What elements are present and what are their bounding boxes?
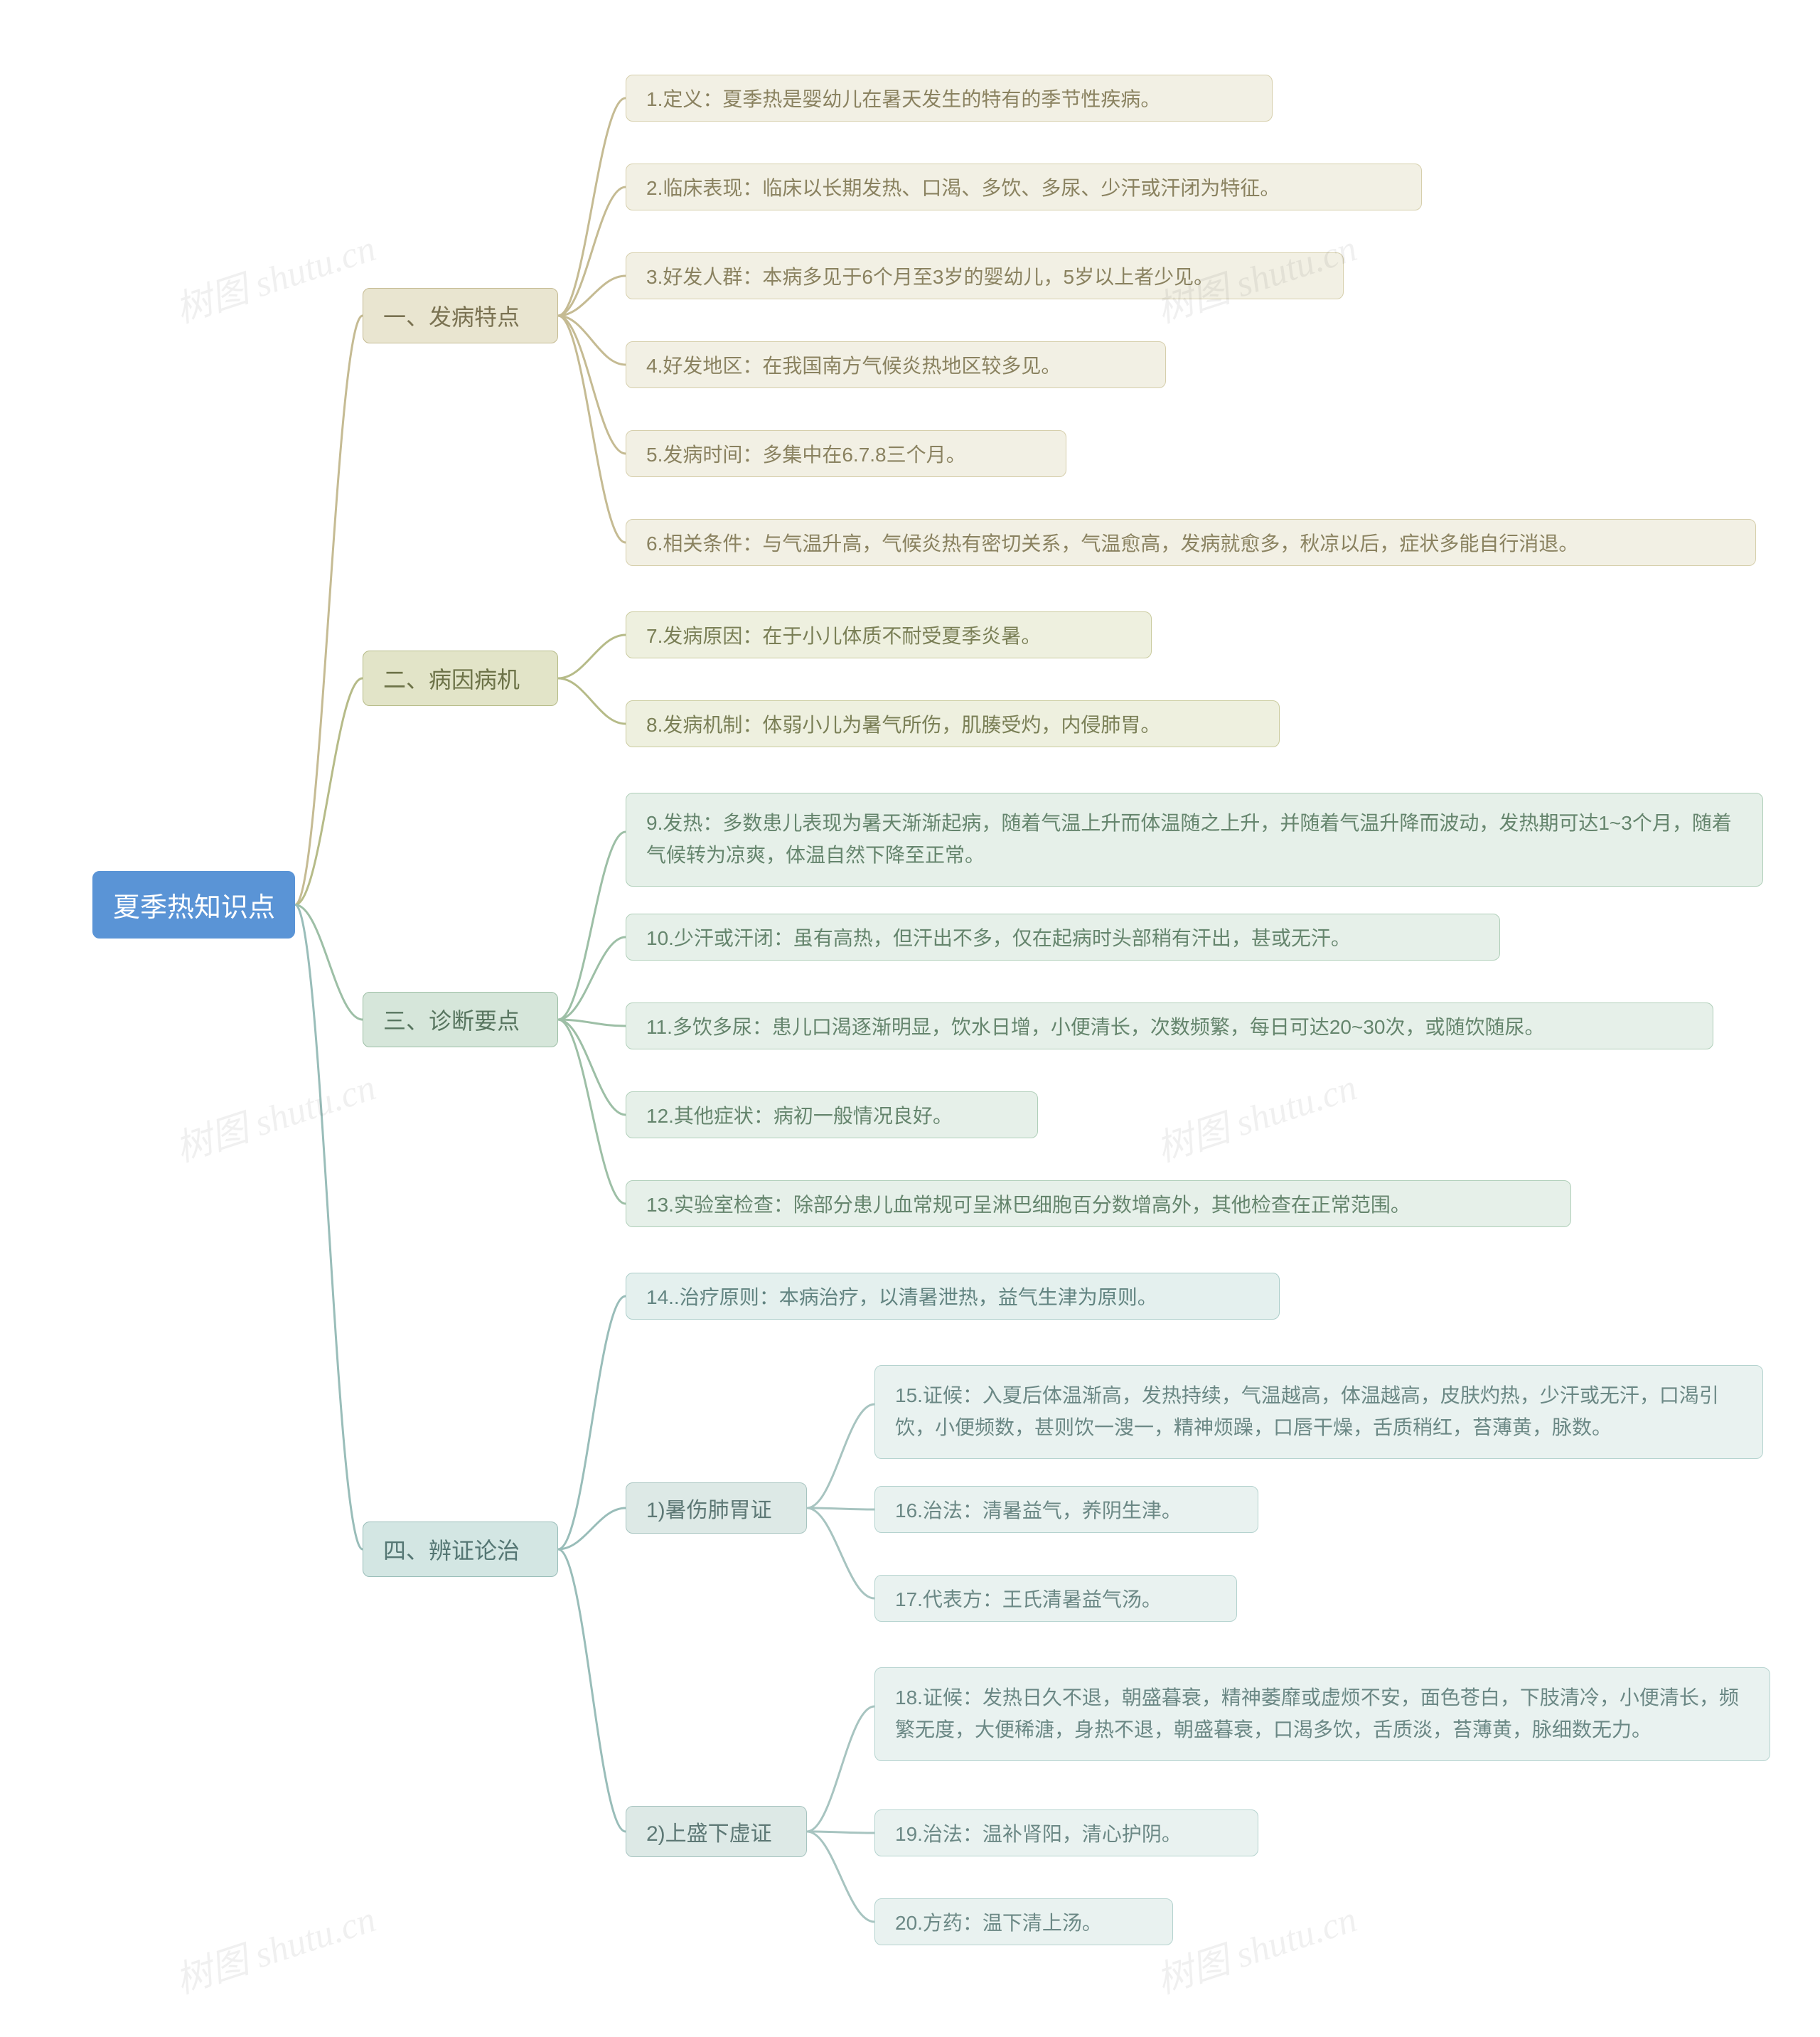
node-label: 1.定义：夏季热是婴幼儿在暑天发生的特有的季节性疾病。: [646, 84, 1160, 112]
connector: [558, 1020, 626, 1026]
connector: [807, 1508, 874, 1598]
mindmap-node-l5[interactable]: 5.发病时间：多集中在6.7.8三个月。: [626, 430, 1066, 477]
mindmap-node-l9[interactable]: 9.发热：多数患儿表现为暑天渐渐起病，随着气温上升而体温随之上升，并随着气温升降…: [626, 793, 1763, 887]
watermark: 树图 shutu.cn: [168, 1057, 382, 1172]
mindmap-node-l4[interactable]: 4.好发地区：在我国南方气候炎热地区较多见。: [626, 341, 1166, 388]
connector: [558, 1020, 626, 1204]
connector: [807, 1832, 874, 1833]
connector: [558, 1296, 626, 1549]
mindmap-node-l7[interactable]: 7.发病原因：在于小儿体质不耐受夏季炎暑。: [626, 611, 1152, 658]
watermark: 树图 shutu.cn: [1149, 1057, 1363, 1172]
connector: [558, 1020, 626, 1115]
mindmap-node-l6[interactable]: 6.相关条件：与气温升高，气候炎热有密切关系，气温愈高，发病就愈多，秋凉以后，症…: [626, 519, 1756, 566]
connector: [295, 905, 363, 1550]
node-label: 6.相关条件：与气温升高，气候炎热有密切关系，气温愈高，发病就愈多，秋凉以后，症…: [646, 528, 1578, 557]
connector: [558, 1549, 626, 1832]
node-label: 13.实验室检查：除部分患儿血常规可呈淋巴细胞百分数增高外，其他检查在正常范围。: [646, 1189, 1410, 1218]
node-label: 17.代表方：王氏清暑益气汤。: [895, 1584, 1162, 1613]
mindmap-node-l1[interactable]: 1.定义：夏季热是婴幼儿在暑天发生的特有的季节性疾病。: [626, 75, 1273, 122]
mindmap-node-l3[interactable]: 3.好发人群：本病多见于6个月至3岁的婴幼儿，5岁以上者少见。: [626, 252, 1344, 299]
watermark: 树图 shutu.cn: [1149, 1889, 1363, 2004]
connector: [807, 1404, 874, 1508]
node-label: 10.少汗或汗闭：虽有高热，但汗出不多，仅在起病时头部稍有汗出，甚或无汗。: [646, 923, 1351, 951]
connector: [558, 187, 626, 316]
node-label: 2)上盛下虚证: [646, 1816, 772, 1847]
connector: [558, 635, 626, 678]
connector: [558, 316, 626, 365]
connector: [558, 937, 626, 1020]
mindmap-node-l16[interactable]: 16.治法：清暑益气，养阴生津。: [874, 1486, 1258, 1533]
node-label: 19.治法：温补肾阳，清心护阴。: [895, 1819, 1182, 1847]
node-label: 三、诊断要点: [383, 1003, 520, 1036]
mindmap-node-l2[interactable]: 2.临床表现：临床以长期发热、口渴、多饮、多尿、少汗或汗闭为特征。: [626, 164, 1422, 210]
connector: [558, 276, 626, 316]
connector: [558, 316, 626, 454]
node-label: 7.发病原因：在于小儿体质不耐受夏季炎暑。: [646, 621, 1041, 649]
mindmap-node-l17[interactable]: 17.代表方：王氏清暑益气汤。: [874, 1575, 1237, 1622]
node-label: 四、辨证论治: [383, 1533, 520, 1566]
connector: [807, 1508, 874, 1509]
mindmap-node-l18[interactable]: 18.证候：发热日久不退，朝盛暮衰，精神萎靡或虚烦不安，面色苍白，下肢清冷，小便…: [874, 1667, 1770, 1761]
node-label: 3.好发人群：本病多见于6个月至3岁的婴幼儿，5岁以上者少见。: [646, 262, 1214, 290]
node-label: 16.治法：清暑益气，养阴生津。: [895, 1495, 1182, 1524]
node-label: 二、病因病机: [383, 662, 520, 695]
mindmap-node-l15[interactable]: 15.证候：入夏后体温渐高，发热持续，气温越高，体温越高，皮肤灼热，少汗或无汗，…: [874, 1365, 1763, 1459]
mindmap-node-b4[interactable]: 四、辨证论治: [363, 1522, 558, 1577]
node-label: 18.证候：发热日久不退，朝盛暮衰，精神萎靡或虚烦不安，面色苍白，下肢清冷，小便…: [895, 1682, 1750, 1746]
node-label: 12.其他症状：病初一般情况良好。: [646, 1101, 953, 1129]
mindmap-node-l20[interactable]: 20.方药：温下清上汤。: [874, 1898, 1173, 1945]
connector: [295, 905, 363, 1020]
mindmap-node-s2[interactable]: 2)上盛下虚证: [626, 1806, 807, 1857]
node-label: 一、发病特点: [383, 299, 520, 332]
node-label: 1)暑伤肺胃证: [646, 1492, 772, 1524]
connector: [807, 1832, 874, 1922]
node-label: 9.发热：多数患儿表现为暑天渐渐起病，随着气温上升而体温随之上升，并随着气温升降…: [646, 808, 1743, 872]
node-label: 4.好发地区：在我国南方气候炎热地区较多见。: [646, 351, 1061, 379]
mindmap-node-b3[interactable]: 三、诊断要点: [363, 992, 558, 1047]
node-label: 20.方药：温下清上汤。: [895, 1908, 1102, 1936]
connector: [558, 832, 626, 1020]
node-label: 夏季热知识点: [113, 885, 275, 924]
mindmap-node-l13[interactable]: 13.实验室检查：除部分患儿血常规可呈淋巴细胞百分数增高外，其他检查在正常范围。: [626, 1180, 1571, 1227]
mindmap-node-b1[interactable]: 一、发病特点: [363, 288, 558, 343]
mindmap-node-l10[interactable]: 10.少汗或汗闭：虽有高热，但汗出不多，仅在起病时头部稍有汗出，甚或无汗。: [626, 914, 1500, 961]
mindmap-node-l14[interactable]: 14..治疗原则：本病治疗，以清暑泄热，益气生津为原则。: [626, 1273, 1280, 1320]
connector: [295, 316, 363, 905]
node-label: 11.多饮多尿：患儿口渴逐渐明显，饮水日增，小便清长，次数频繁，每日可达20~3…: [646, 1012, 1545, 1040]
node-label: 15.证候：入夏后体温渐高，发热持续，气温越高，体温越高，皮肤灼热，少汗或无汗，…: [895, 1380, 1743, 1444]
node-label: 5.发病时间：多集中在6.7.8三个月。: [646, 439, 966, 468]
mindmap-node-b2[interactable]: 二、病因病机: [363, 651, 558, 706]
node-label: 8.发病机制：体弱小儿为暑气所伤，肌腠受灼，内侵肺胃。: [646, 710, 1160, 738]
connector: [807, 1706, 874, 1832]
connector: [558, 1508, 626, 1549]
mindmap-node-l8[interactable]: 8.发病机制：体弱小儿为暑气所伤，肌腠受灼，内侵肺胃。: [626, 700, 1280, 747]
connector: [558, 678, 626, 724]
mindmap-node-l12[interactable]: 12.其他症状：病初一般情况良好。: [626, 1091, 1038, 1138]
connector: [295, 678, 363, 905]
node-label: 2.临床表现：临床以长期发热、口渴、多饮、多尿、少汗或汗闭为特征。: [646, 173, 1280, 201]
mindmap-node-s1[interactable]: 1)暑伤肺胃证: [626, 1482, 807, 1534]
node-label: 14..治疗原则：本病治疗，以清暑泄热，益气生津为原则。: [646, 1282, 1157, 1310]
watermark: 树图 shutu.cn: [168, 218, 382, 333]
mindmap-root[interactable]: 夏季热知识点: [92, 871, 295, 939]
mindmap-node-l11[interactable]: 11.多饮多尿：患儿口渴逐渐明显，饮水日增，小便清长，次数频繁，每日可达20~3…: [626, 1003, 1713, 1049]
connector: [558, 316, 626, 542]
mindmap-node-l19[interactable]: 19.治法：温补肾阳，清心护阴。: [874, 1809, 1258, 1856]
connector: [558, 98, 626, 316]
watermark: 树图 shutu.cn: [168, 1889, 382, 2004]
